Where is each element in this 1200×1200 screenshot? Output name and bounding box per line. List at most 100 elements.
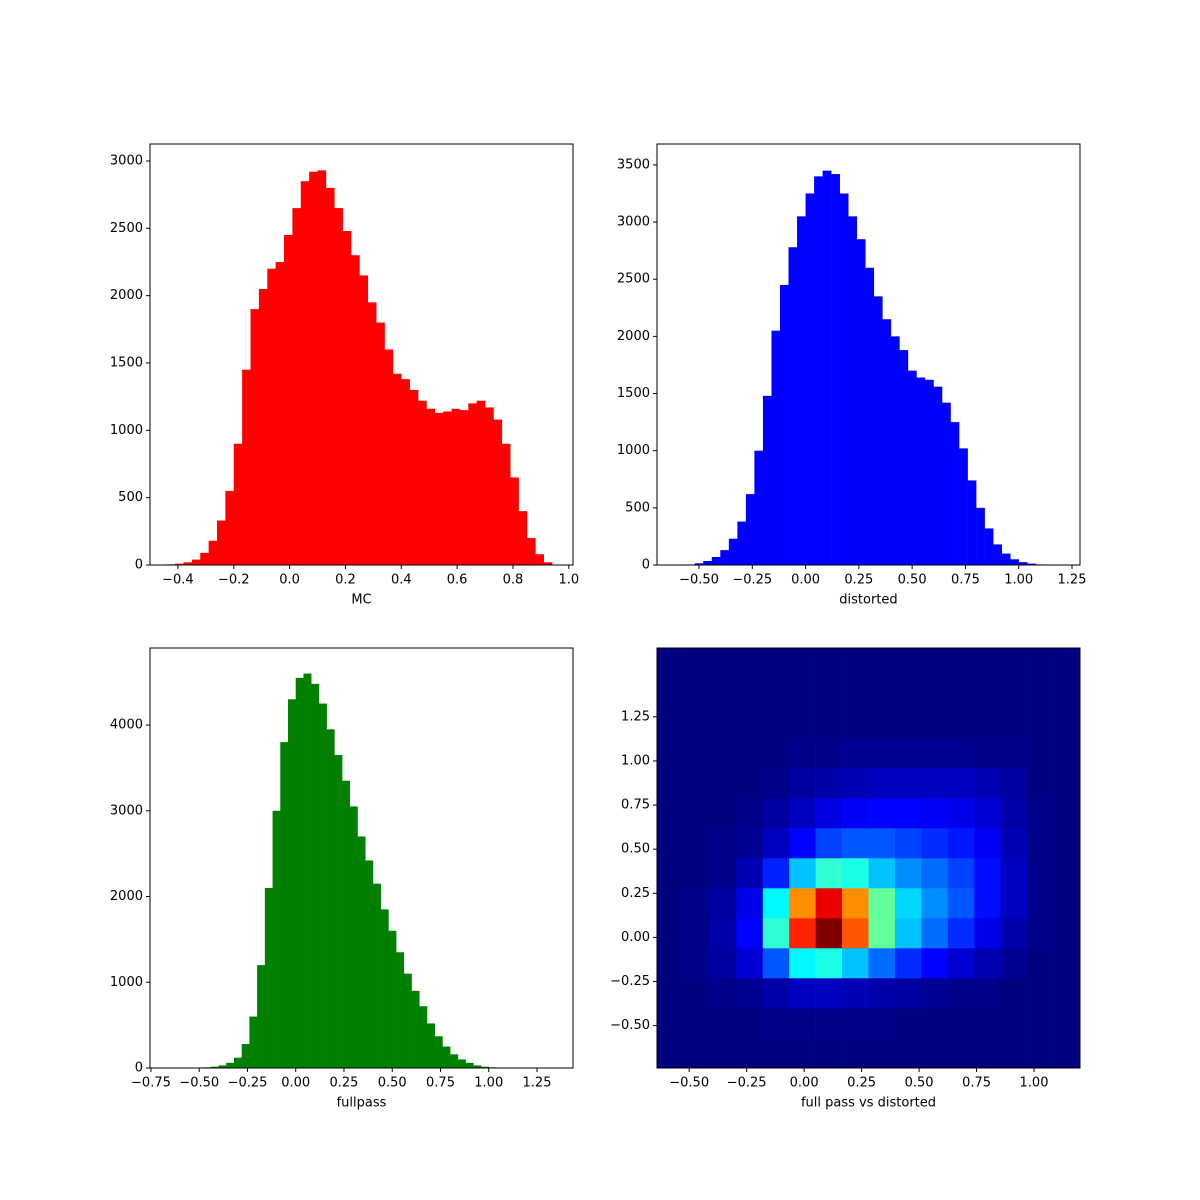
histogram-bar (372, 883, 381, 1068)
histogram-bar (349, 806, 358, 1068)
heatmap-cell (947, 768, 975, 799)
histogram-bar (797, 216, 806, 565)
histogram-bar (200, 552, 209, 565)
histogram-bar (208, 540, 218, 565)
histogram-bar (280, 742, 289, 1068)
heatmap-cell (1000, 798, 1028, 829)
heatmap-cell (815, 828, 843, 859)
heatmap-cell (921, 858, 949, 889)
x-tick-label: 0.50 (378, 1076, 407, 1091)
heatmap-cell (842, 798, 869, 829)
heatmap-cell (815, 1038, 843, 1069)
y-tick-label: 1000 (110, 423, 143, 438)
heatmap-cell (947, 888, 975, 919)
heatmap-cell (789, 858, 816, 889)
y-tick-label: 0.00 (621, 930, 650, 945)
y-tick-label: 1.25 (621, 709, 650, 724)
heatmap-cell (947, 738, 975, 769)
heatmap-cell (789, 828, 816, 859)
histogram-bar (300, 181, 310, 565)
heatmap-cell (842, 918, 869, 949)
histogram-bar (1010, 559, 1020, 565)
heatmap-cell (894, 678, 922, 709)
heatmap-cell (868, 768, 896, 799)
x-tick-label: 1.25 (1058, 573, 1087, 588)
histogram-bar (342, 780, 351, 1068)
histogram-bar (443, 411, 452, 565)
heatmap-cell (947, 918, 975, 949)
x-tick-label: 0.25 (847, 1076, 876, 1091)
heatmap-cell (921, 648, 949, 679)
histogram-bar (501, 443, 511, 565)
heatmap-cell (736, 1038, 764, 1069)
heatmap-cell (657, 678, 684, 709)
x-tick-label: 0.75 (426, 1076, 455, 1091)
heatmap-cell (842, 738, 869, 769)
x-tick-label: 0.50 (905, 1076, 934, 1091)
heatmap-cell (1027, 648, 1054, 679)
heatmap-cell (947, 798, 975, 829)
heatmap-cell (974, 1038, 1001, 1069)
heatmap-cell (974, 798, 1001, 829)
histogram-bar (882, 319, 892, 565)
histogram-bar (865, 267, 875, 565)
heatmap-cell (868, 648, 896, 679)
histogram-bar (284, 235, 293, 566)
y-tick-label: 0.50 (621, 842, 650, 857)
x-tick-label: 0.0 (279, 573, 300, 588)
y-tick-label: 2000 (617, 329, 650, 344)
x-tick-label: 0.00 (791, 573, 820, 588)
x-tick-label: 1.25 (523, 1076, 552, 1091)
histogram-bar (326, 729, 335, 1068)
histogram-bar (317, 170, 327, 565)
histogram-bar (950, 422, 960, 565)
heatmap-cell (762, 888, 790, 919)
heatmap-cell (921, 978, 949, 1009)
y-tick-label: 2000 (110, 288, 143, 303)
histogram-bar (771, 330, 781, 565)
heatmap-cell (683, 888, 711, 919)
histogram-bar (451, 408, 461, 565)
heatmap-cell (894, 768, 922, 799)
axes-frame (656, 143, 1081, 566)
histogram-bar (779, 284, 789, 565)
heatmap-cell (815, 648, 843, 679)
heatmap-cell (709, 1008, 737, 1039)
heatmap-cell (1027, 888, 1054, 919)
heatmap-cell (894, 828, 922, 859)
histogram-bar (459, 410, 469, 565)
histogram-bar (257, 965, 266, 1068)
histogram-bar (442, 1046, 451, 1068)
heatmap-cell (974, 978, 1001, 1009)
y-tick-label: 500 (118, 490, 143, 505)
heatmap-cell (974, 918, 1001, 949)
heatmap-cell (736, 708, 764, 739)
heatmap-cell (709, 708, 737, 739)
x-tick-label: −0.25 (228, 1076, 268, 1091)
y-tick-label: 0.75 (621, 798, 650, 813)
heatmap-cell (683, 828, 711, 859)
heatmap-cell (683, 678, 711, 709)
heatmap-cell (842, 978, 869, 1009)
heatmap-cell (736, 978, 764, 1009)
heatmap-cell (736, 888, 764, 919)
heatmap-cell (974, 948, 1001, 979)
heatmap-cell (1053, 798, 1081, 829)
heatmap-cell (709, 828, 737, 859)
axes-frame (149, 647, 574, 1069)
heatmap-cell (683, 978, 711, 1009)
x-tick-label: −0.2 (218, 573, 250, 588)
heatmap-cell (709, 1038, 737, 1069)
histogram-bar (258, 288, 268, 565)
histogram-bar (334, 208, 343, 565)
heatmap-cell (921, 1008, 949, 1039)
heatmap-cell (868, 948, 896, 979)
heatmap-cell (894, 858, 922, 889)
heatmap-cell (921, 828, 949, 859)
heatmap-cell (868, 1038, 896, 1069)
histogram-bar (510, 477, 519, 565)
heatmap-cell (789, 918, 816, 949)
histogram-bar (380, 909, 389, 1068)
heatmap-cell (736, 828, 764, 859)
heatmap-cell (736, 948, 764, 979)
